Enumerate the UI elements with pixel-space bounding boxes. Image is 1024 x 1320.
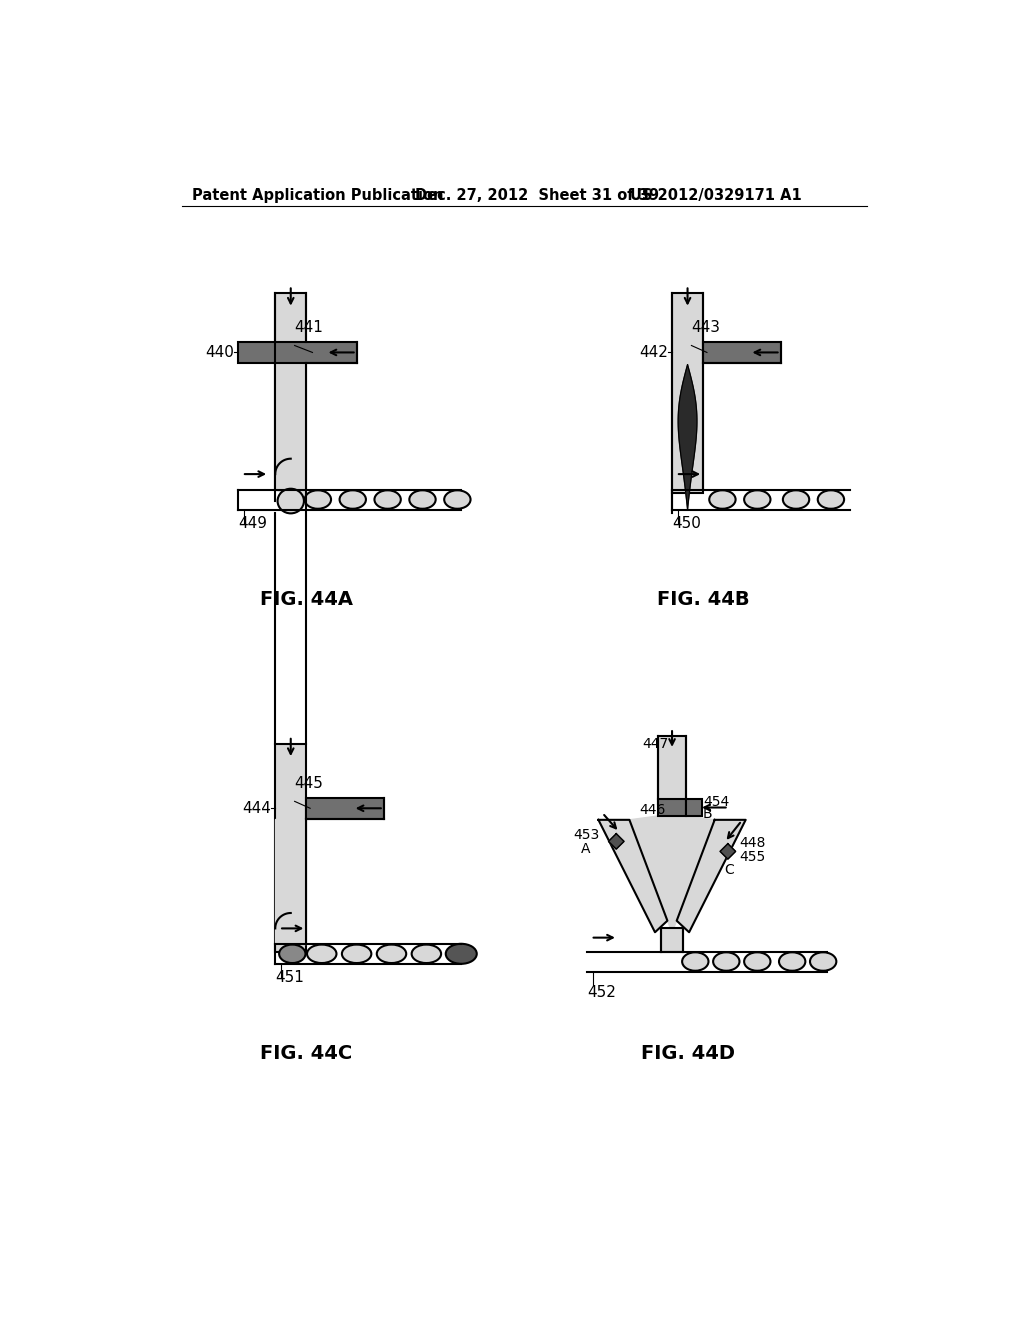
Ellipse shape xyxy=(445,944,477,964)
Text: B: B xyxy=(703,807,713,821)
Polygon shape xyxy=(275,818,306,944)
Bar xyxy=(275,743,306,952)
Text: 444: 444 xyxy=(243,801,271,816)
Ellipse shape xyxy=(278,488,304,513)
Ellipse shape xyxy=(444,490,471,508)
Ellipse shape xyxy=(710,490,735,508)
Text: 447: 447 xyxy=(642,738,669,751)
Text: 450: 450 xyxy=(672,516,700,531)
Ellipse shape xyxy=(342,945,372,964)
Bar xyxy=(703,342,780,363)
Text: 446: 446 xyxy=(639,803,666,817)
Bar xyxy=(686,799,701,816)
Text: FIG. 44B: FIG. 44B xyxy=(656,590,750,609)
Bar xyxy=(658,799,686,816)
Text: 455: 455 xyxy=(739,850,766,863)
Polygon shape xyxy=(677,820,745,932)
Ellipse shape xyxy=(305,490,331,508)
Ellipse shape xyxy=(713,952,739,970)
Text: 445: 445 xyxy=(295,776,324,791)
Ellipse shape xyxy=(779,952,805,970)
Ellipse shape xyxy=(810,952,837,970)
Ellipse shape xyxy=(412,945,441,964)
Text: Dec. 27, 2012  Sheet 31 of 39: Dec. 27, 2012 Sheet 31 of 39 xyxy=(415,187,658,203)
Text: A: A xyxy=(582,842,591,857)
Polygon shape xyxy=(630,816,715,932)
Text: 441: 441 xyxy=(295,321,324,335)
Ellipse shape xyxy=(340,490,366,508)
Ellipse shape xyxy=(307,945,337,964)
Ellipse shape xyxy=(818,490,844,508)
Text: FIG. 44D: FIG. 44D xyxy=(641,1044,734,1063)
Text: 452: 452 xyxy=(587,985,615,1001)
Text: 443: 443 xyxy=(691,321,721,335)
Polygon shape xyxy=(275,363,306,506)
Text: 442: 442 xyxy=(639,345,669,360)
Text: C: C xyxy=(724,863,734,876)
Bar xyxy=(658,737,686,804)
Bar xyxy=(672,293,703,494)
Bar xyxy=(238,342,356,363)
Text: 453: 453 xyxy=(573,829,600,842)
Text: 449: 449 xyxy=(238,516,267,531)
Text: 448: 448 xyxy=(739,836,766,850)
Ellipse shape xyxy=(280,945,305,964)
Text: FIG. 44A: FIG. 44A xyxy=(260,590,352,609)
Text: Patent Application Publication: Patent Application Publication xyxy=(191,187,443,203)
Ellipse shape xyxy=(410,490,435,508)
Ellipse shape xyxy=(377,945,407,964)
Ellipse shape xyxy=(375,490,400,508)
Text: FIG. 44C: FIG. 44C xyxy=(260,1044,352,1063)
Ellipse shape xyxy=(682,952,709,970)
Ellipse shape xyxy=(744,952,770,970)
Text: 440: 440 xyxy=(205,345,234,360)
Polygon shape xyxy=(720,843,735,859)
Text: US 2012/0329171 A1: US 2012/0329171 A1 xyxy=(630,187,802,203)
Text: 451: 451 xyxy=(275,970,304,985)
Text: 454: 454 xyxy=(703,795,729,809)
Bar xyxy=(662,928,683,952)
Polygon shape xyxy=(598,820,668,932)
Ellipse shape xyxy=(744,490,770,508)
Bar xyxy=(306,797,384,818)
Polygon shape xyxy=(678,364,697,508)
Bar xyxy=(275,293,306,490)
Polygon shape xyxy=(608,834,624,849)
Ellipse shape xyxy=(783,490,809,508)
